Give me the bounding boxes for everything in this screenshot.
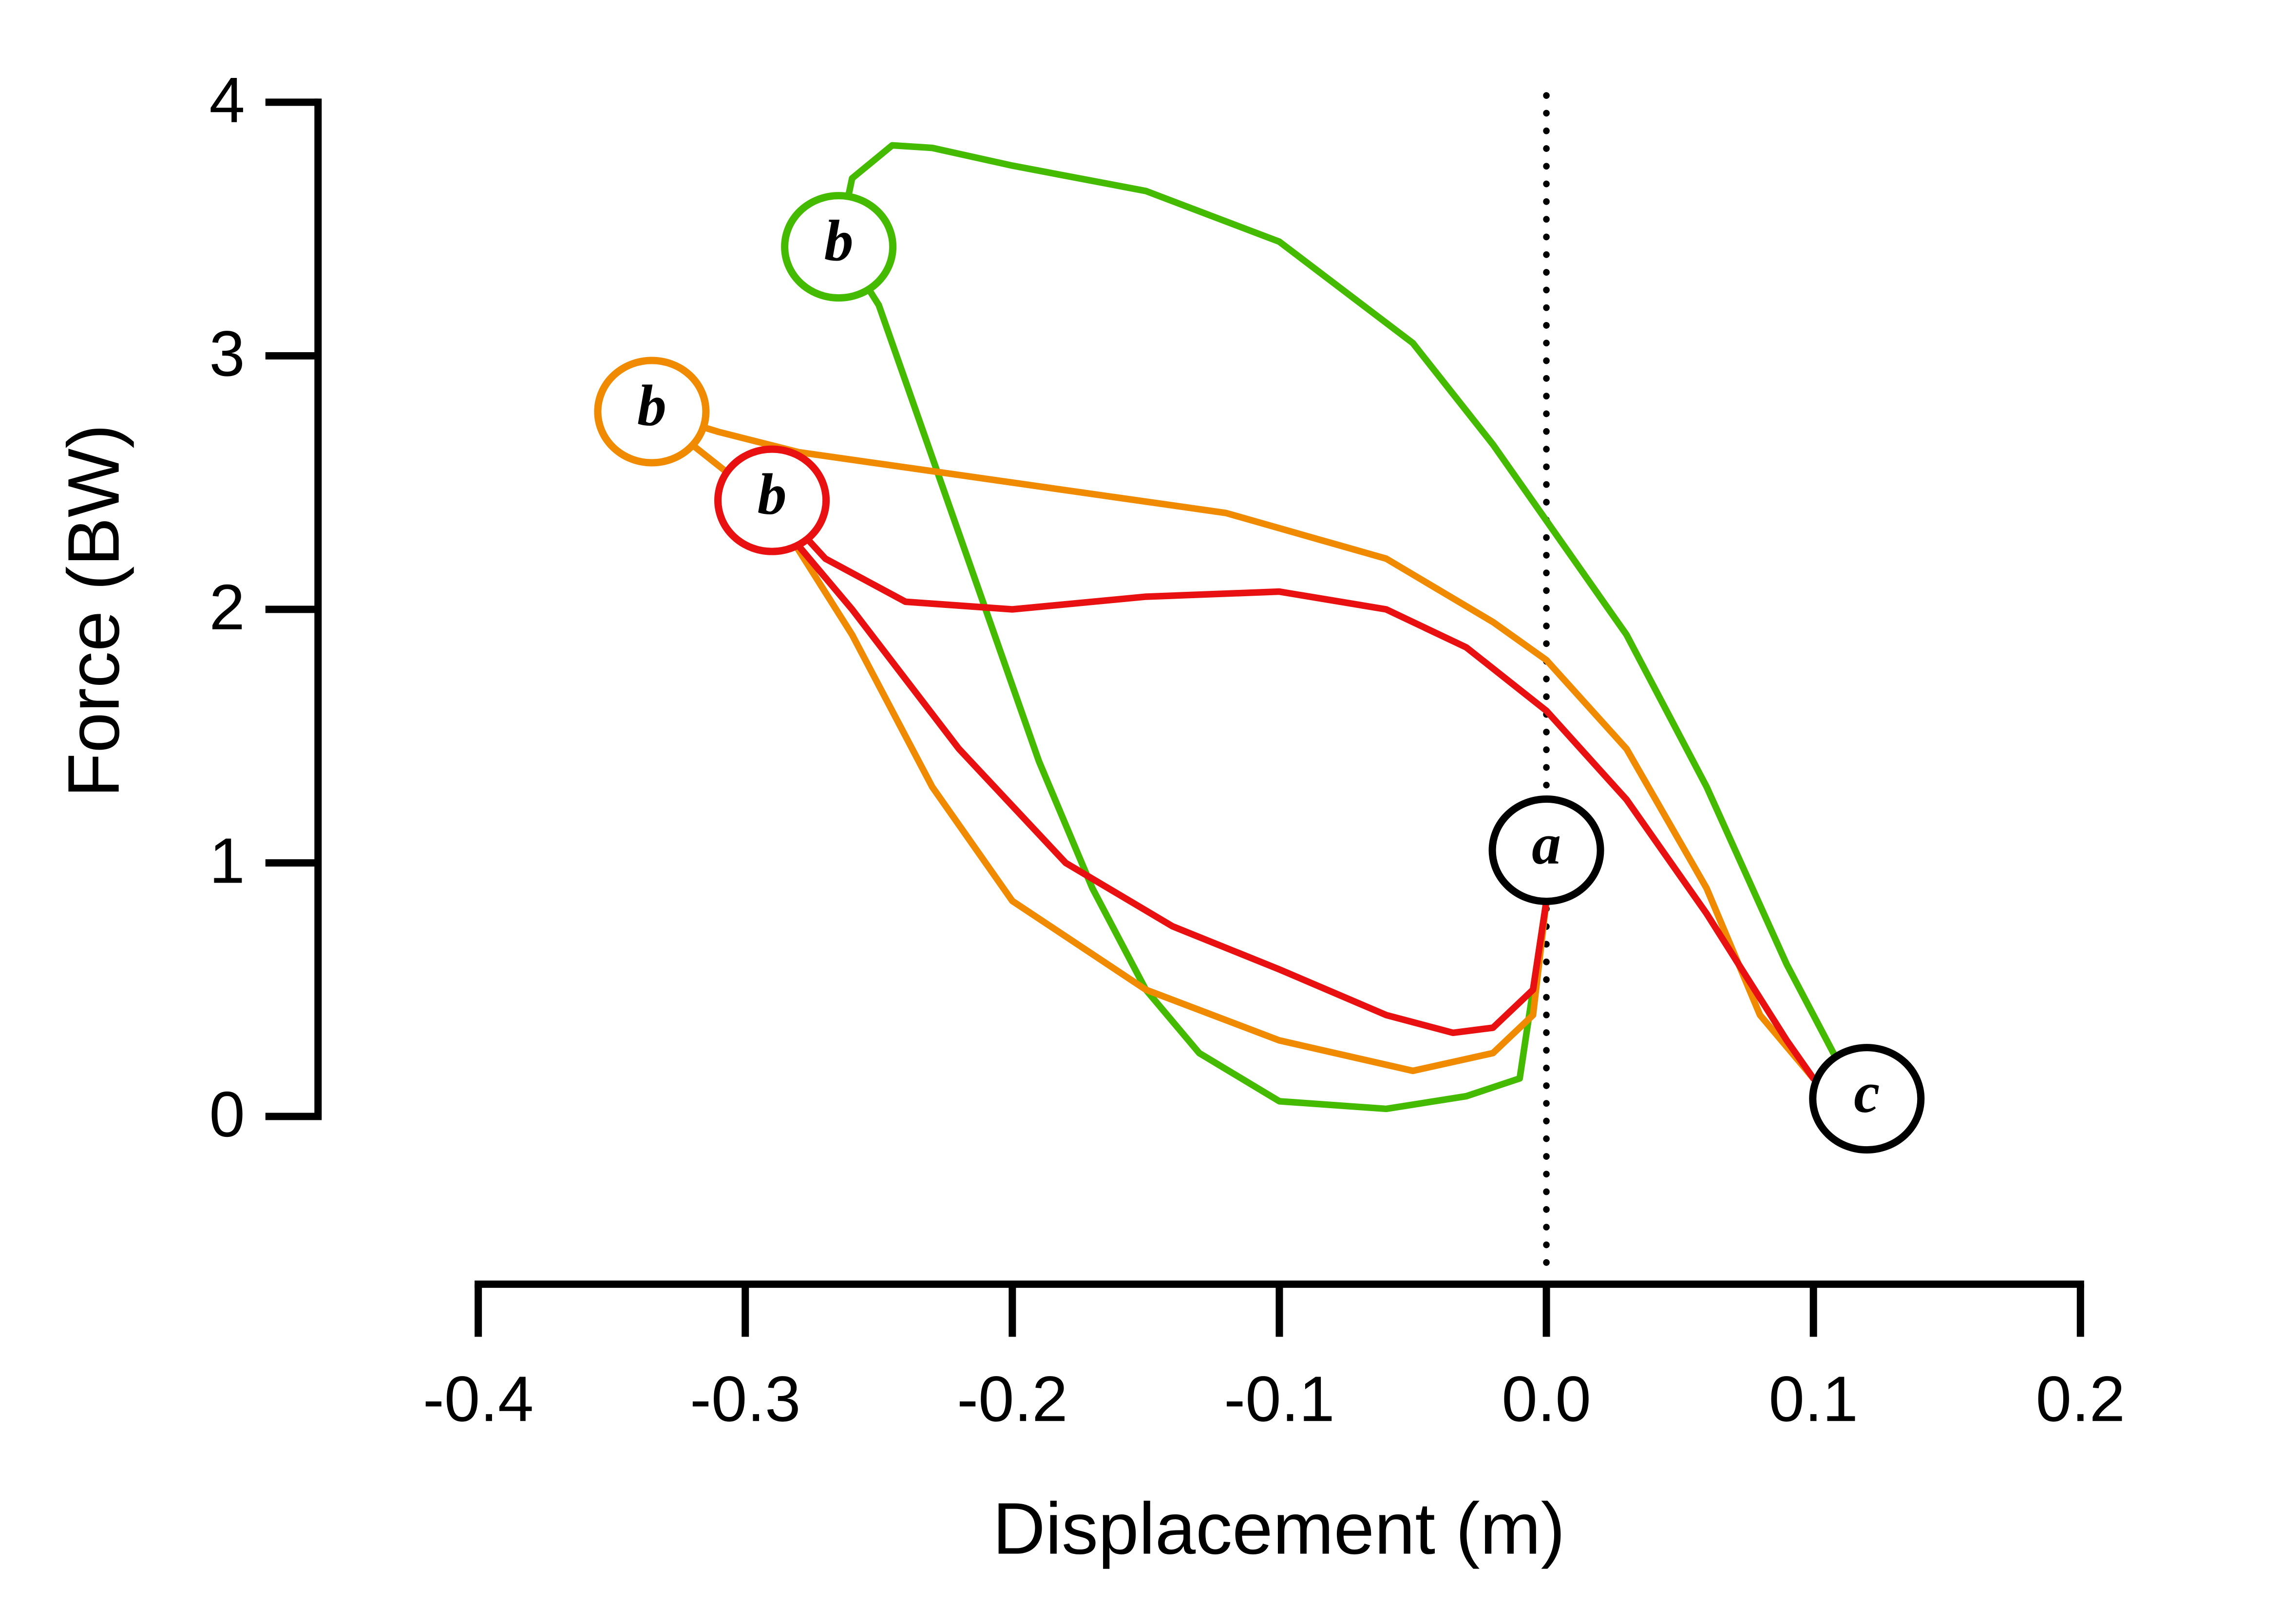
y-tick-label: 0 [209,1078,245,1150]
annotation-label: b [637,373,666,438]
y-tick-label: 1 [209,825,245,896]
y-tick-label: 3 [209,318,245,389]
x-tick-label: -0.2 [957,1363,1067,1435]
annotation-circle [714,445,830,555]
annotation-circle [594,357,710,467]
x-tick-label: 0.2 [2036,1363,2125,1435]
force-curve [768,497,1817,1082]
y-axis-label: Force (BW) [53,424,134,798]
force-curve [835,142,1844,1113]
x-tick-label: -0.4 [423,1363,533,1435]
x-axis-label: Displacement (m) [992,1488,1565,1569]
annotation-label: a [1532,812,1561,876]
annotation-circle [781,192,897,302]
annotation-circle [1809,1044,1925,1154]
x-tick-label: 0.1 [1769,1363,1858,1435]
y-tick-label: 2 [209,571,245,643]
annotation-circle [1488,795,1604,906]
annotation-label: c [1854,1060,1880,1125]
annotation-label: b [824,208,854,273]
x-tick-label: 0.0 [1502,1363,1591,1435]
x-tick-label: -0.3 [690,1363,800,1435]
y-tick-label: 4 [209,64,245,136]
x-tick-label: -0.1 [1224,1363,1334,1435]
annotation-label: b [758,462,787,527]
